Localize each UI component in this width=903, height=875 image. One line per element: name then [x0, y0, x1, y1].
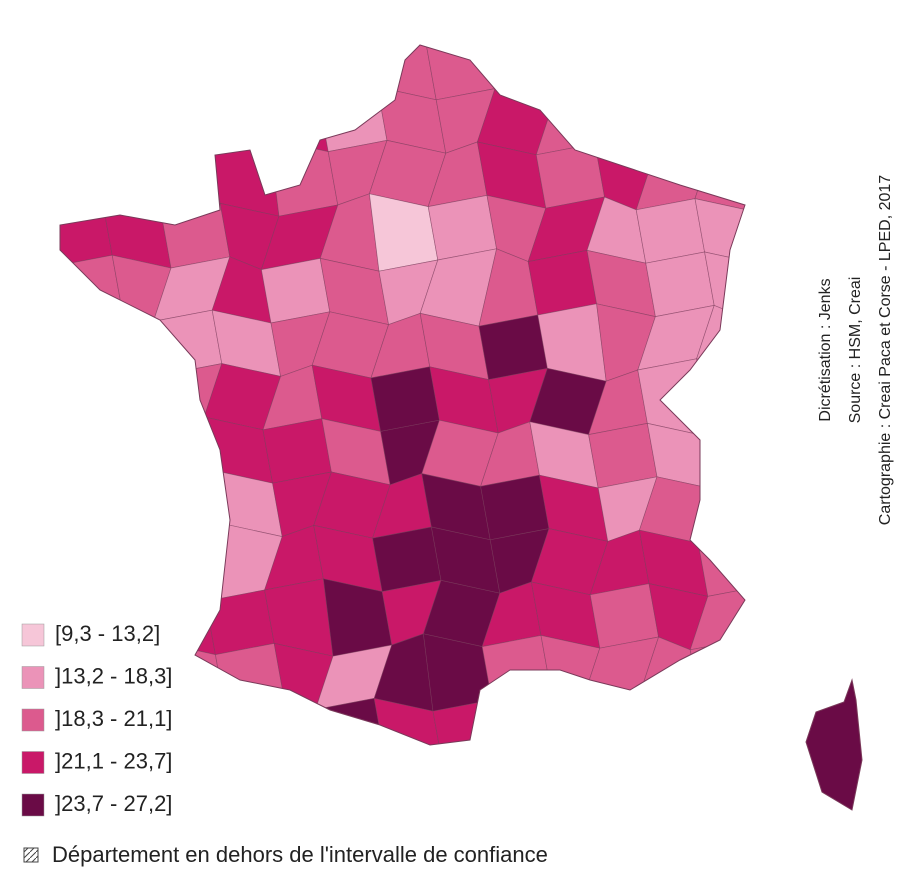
department — [532, 688, 593, 745]
department — [214, 642, 285, 709]
department — [262, 418, 332, 484]
department — [370, 366, 440, 432]
department — [473, 688, 552, 745]
legend-label: ]23,7 - 27,2] — [55, 791, 172, 816]
legend: [9,3 - 13,2] ]13,2 - 18,3] ]18,3 - 21,1] ]2… — [21, 621, 172, 817]
department — [103, 361, 174, 429]
department — [60, 414, 115, 481]
france-outline — [59, 44, 746, 746]
legend-swatch — [21, 793, 45, 817]
department — [152, 309, 223, 376]
legend-swatch — [21, 666, 45, 689]
department — [164, 523, 224, 602]
legend-label: ]21,1 - 23,7] — [55, 748, 172, 773]
corsica — [805, 678, 863, 811]
legend-label: ]18,3 - 21,1] — [55, 706, 172, 731]
department — [151, 149, 221, 216]
department — [426, 45, 496, 101]
credit-line: Dicrétisation : Jenks — [817, 278, 834, 421]
department — [206, 696, 285, 745]
department — [105, 534, 175, 601]
credit-line: Cartographie : Creai Paca et Corse - LPE… — [877, 175, 894, 526]
department — [102, 147, 162, 216]
department — [372, 526, 442, 593]
department — [635, 198, 706, 264]
legend-label: ]13,2 - 18,3] — [55, 663, 172, 688]
legend-label: [9,3 - 13,2] — [55, 621, 160, 646]
note: Département en dehors de l'intervalle de… — [23, 842, 548, 867]
department — [95, 414, 174, 483]
legend-swatch — [21, 708, 45, 732]
department — [156, 587, 216, 656]
department — [259, 84, 329, 153]
department — [427, 194, 498, 261]
department — [265, 696, 326, 745]
department — [154, 469, 224, 536]
department — [154, 416, 215, 483]
department — [699, 691, 745, 745]
department — [95, 468, 166, 547]
legend-swatch — [21, 751, 45, 774]
department — [160, 202, 231, 269]
department — [260, 257, 331, 324]
department — [588, 422, 658, 489]
department — [60, 201, 113, 267]
department — [689, 584, 745, 651]
department — [535, 143, 606, 209]
department — [60, 308, 123, 374]
note-text: Département en dehors de l'intervalle de… — [52, 842, 548, 867]
department — [696, 358, 745, 437]
department — [478, 314, 548, 381]
department — [694, 198, 745, 266]
department — [581, 689, 652, 745]
department — [60, 532, 116, 601]
department — [645, 251, 715, 318]
department — [640, 689, 710, 745]
department — [432, 699, 493, 745]
department — [589, 583, 660, 649]
department — [367, 45, 437, 101]
department — [60, 147, 121, 214]
department — [697, 477, 745, 544]
department — [60, 361, 115, 428]
credit-line: Source : HSM, Creai — [847, 277, 864, 424]
department — [165, 694, 226, 745]
department — [318, 86, 388, 153]
department — [480, 474, 550, 541]
department — [481, 634, 552, 701]
department — [705, 424, 745, 491]
department — [205, 589, 275, 656]
department — [527, 249, 598, 316]
department — [60, 254, 123, 321]
department — [697, 531, 745, 597]
department — [689, 638, 745, 704]
legend-swatch — [21, 623, 45, 647]
credits: Dicrétisation : Jenks Source : HSM, Creai… — [817, 175, 894, 526]
hatch-swatch — [23, 847, 39, 863]
department — [103, 308, 164, 376]
department — [60, 468, 107, 547]
